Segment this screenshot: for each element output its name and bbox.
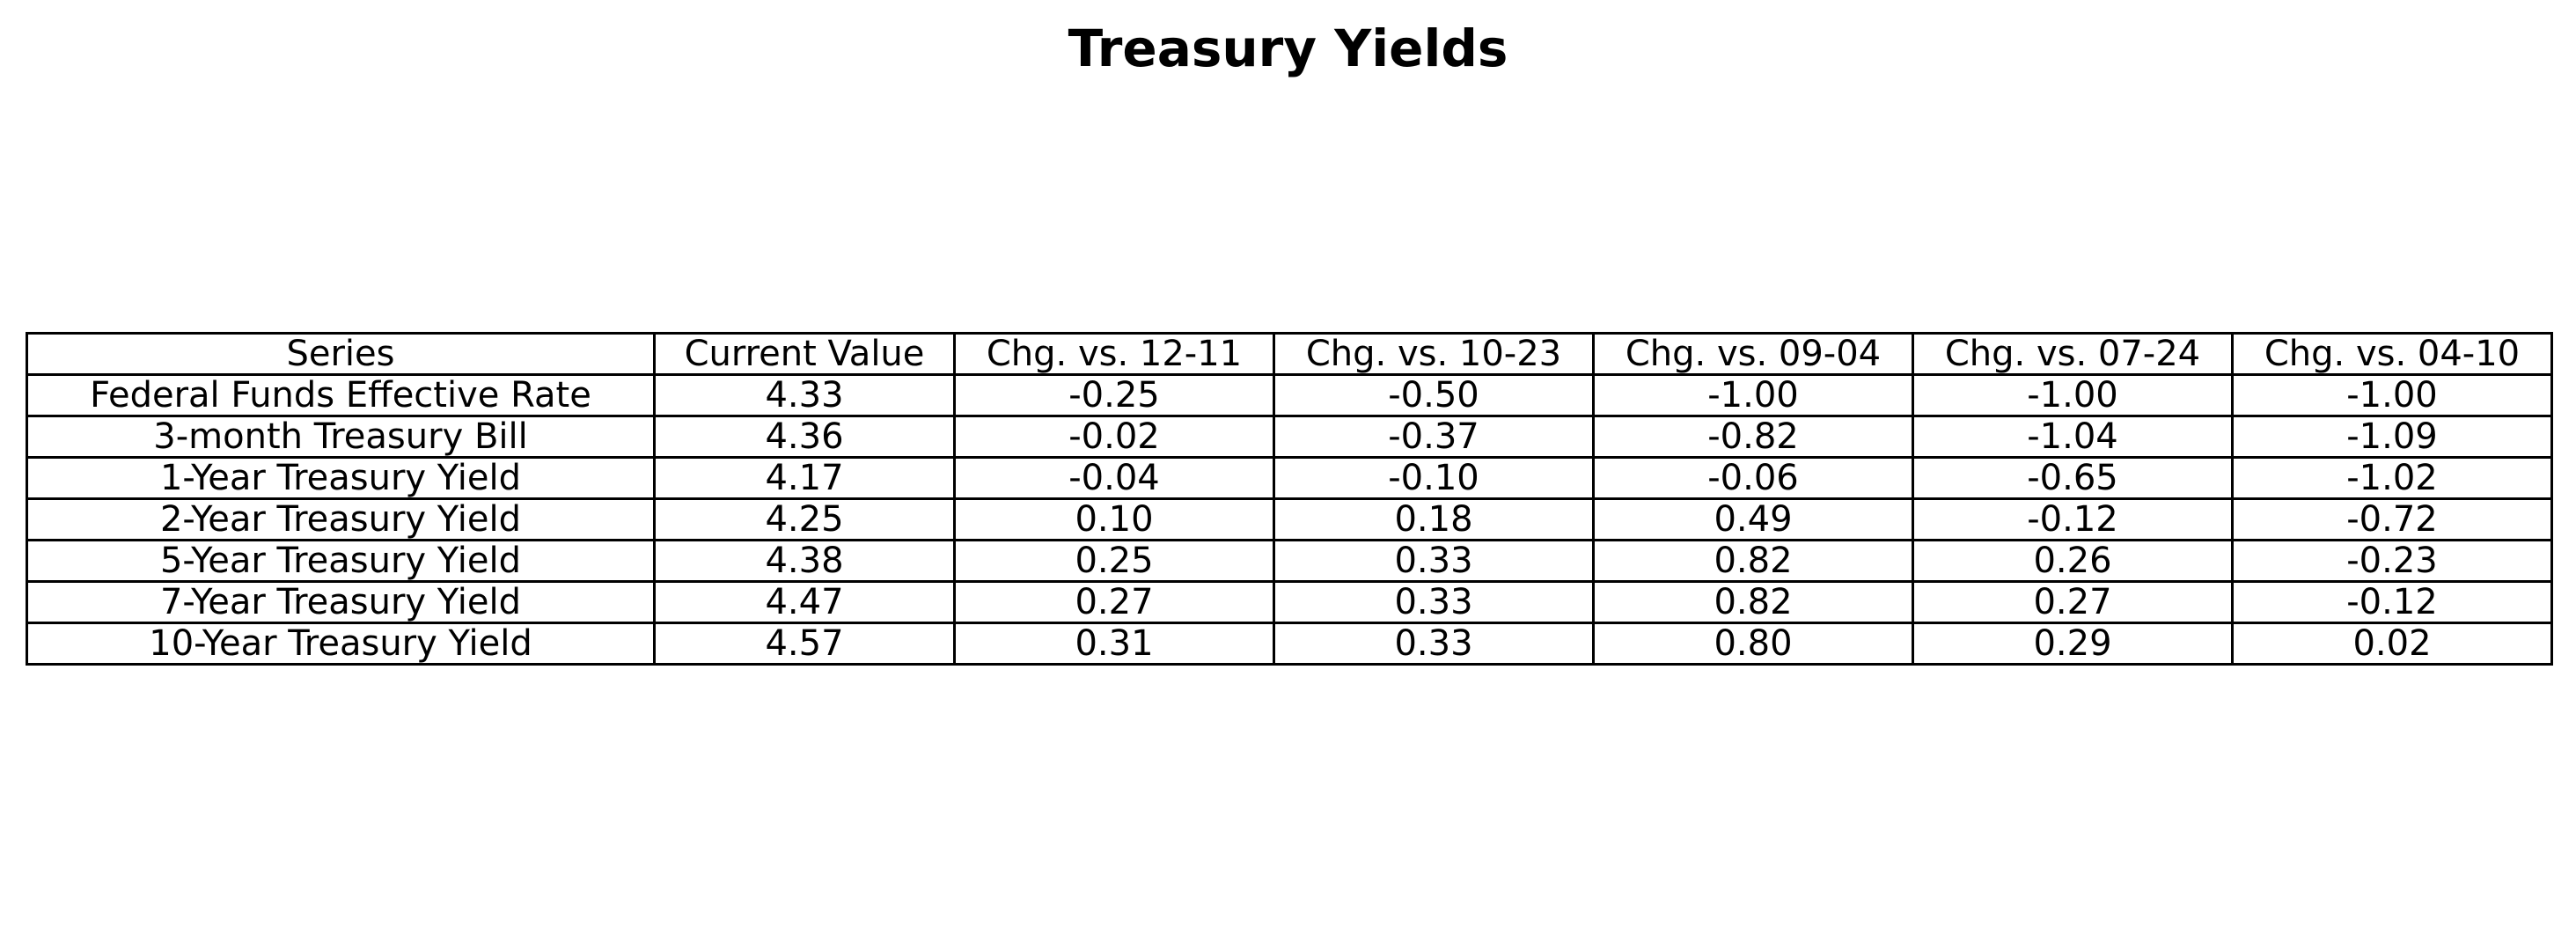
table-cell-chg-04-10: 0.02 [2231, 622, 2553, 666]
table-cell-series: 5-Year Treasury Yield [26, 539, 656, 583]
table-row: 10-Year Treasury Yield 4.57 0.31 0.33 0.80 0.… [26, 622, 2553, 666]
table-cell-chg-12-11: 0.10 [953, 497, 1275, 541]
table-row: 5-Year Treasury Yield 4.38 0.25 0.33 0.82 0.2… [26, 539, 2553, 583]
table-cell-series: 2-Year Treasury Yield [26, 497, 656, 541]
table-cell-chg-09-04: 0.82 [1592, 580, 1914, 624]
table-cell-chg-10-23: 0.33 [1273, 622, 1595, 666]
table-cell-chg-07-24: 0.26 [1912, 539, 2234, 583]
table-cell-series: Federal Funds Effective Rate [26, 373, 656, 417]
table-cell-chg-12-11: 0.27 [953, 580, 1275, 624]
table-cell-chg-04-10: -0.12 [2231, 580, 2553, 624]
table-body: Federal Funds Effective Rate 4.33 -0.25 -0.… [26, 373, 2553, 666]
table-cell-chg-04-10: -0.72 [2231, 497, 2553, 541]
table-cell-chg-07-24: 0.27 [1912, 580, 2234, 624]
table-cell-chg-12-11: -0.04 [953, 456, 1275, 500]
table-cell-chg-09-04: -1.00 [1592, 373, 1914, 417]
header-row: Series Current Value Chg. vs. 12-11 Chg.… [26, 332, 2553, 376]
table-cell-chg-10-23: 0.33 [1273, 580, 1595, 624]
table-cell-chg-10-23: -0.37 [1273, 415, 1595, 459]
table-cell-chg-04-10: -1.00 [2231, 373, 2553, 417]
table-cell-current-value: 4.33 [653, 373, 956, 417]
table-cell-current-value: 4.38 [653, 539, 956, 583]
table-cell-current-value: 4.36 [653, 415, 956, 459]
table-row: 2-Year Treasury Yield 4.25 0.10 0.18 0.49 -0.… [26, 497, 2553, 541]
table-cell-chg-10-23: -0.50 [1273, 373, 1595, 417]
table-cell-chg-12-11: 0.25 [953, 539, 1275, 583]
table-cell-chg-04-10: -0.23 [2231, 539, 2553, 583]
table-cell-chg-07-24: -0.12 [1912, 497, 2234, 541]
table-cell-chg-12-11: -0.25 [953, 373, 1275, 417]
table-cell-chg-07-24: -1.00 [1912, 373, 2234, 417]
table-cell-chg-10-23: -0.10 [1273, 456, 1595, 500]
table-header: Series Current Value Chg. vs. 12-11 Chg.… [26, 332, 2553, 376]
table-cell-chg-10-23: 0.18 [1273, 497, 1595, 541]
table-cell-chg-07-24: -0.65 [1912, 456, 2234, 500]
header-cell-chg-09-04: Chg. vs. 09-04 [1592, 332, 1914, 376]
table-cell-chg-09-04: -0.82 [1592, 415, 1914, 459]
table-cell-chg-07-24: 0.29 [1912, 622, 2234, 666]
table-cell-chg-12-11: 0.31 [953, 622, 1275, 666]
table-cell-current-value: 4.57 [653, 622, 956, 666]
header-cell-chg-07-24: Chg. vs. 07-24 [1912, 332, 2234, 376]
table-cell-series: 7-Year Treasury Yield [26, 580, 656, 624]
header-cell-chg-10-23: Chg. vs. 10-23 [1273, 332, 1595, 376]
table-cell-series: 1-Year Treasury Yield [26, 456, 656, 500]
table-cell-current-value: 4.47 [653, 580, 956, 624]
table-cell-chg-09-04: -0.06 [1592, 456, 1914, 500]
header-cell-chg-12-11: Chg. vs. 12-11 [953, 332, 1275, 376]
table-container: Series Current Value Chg. vs. 12-11 Chg.… [26, 332, 2553, 666]
header-cell-chg-04-10: Chg. vs. 04-10 [2231, 332, 2553, 376]
chart-title: Treasury Yields [1068, 18, 1508, 78]
table-cell-chg-04-10: -1.09 [2231, 415, 2553, 459]
table-cell-chg-12-11: -0.02 [953, 415, 1275, 459]
table-cell-chg-07-24: -1.04 [1912, 415, 2234, 459]
table-row: 7-Year Treasury Yield 4.47 0.27 0.33 0.82 0.2… [26, 580, 2553, 624]
table-cell-chg-09-04: 0.49 [1592, 497, 1914, 541]
header-cell-current-value: Current Value [653, 332, 956, 376]
table-cell-series: 10-Year Treasury Yield [26, 622, 656, 666]
table-row: Federal Funds Effective Rate 4.33 -0.25 -0.… [26, 373, 2553, 417]
header-cell-series: Series [26, 332, 656, 376]
table-cell-current-value: 4.25 [653, 497, 956, 541]
table-row: 3-month Treasury Bill 4.36 -0.02 -0.37 -0.82… [26, 415, 2553, 459]
table-cell-chg-09-04: 0.80 [1592, 622, 1914, 666]
table-cell-chg-10-23: 0.33 [1273, 539, 1595, 583]
table-cell-series: 3-month Treasury Bill [26, 415, 656, 459]
treasury-yields-table: Series Current Value Chg. vs. 12-11 Chg.… [26, 332, 2553, 666]
table-cell-current-value: 4.17 [653, 456, 956, 500]
table-cell-chg-09-04: 0.82 [1592, 539, 1914, 583]
table-row: 1-Year Treasury Yield 4.17 -0.04 -0.10 -0.06… [26, 456, 2553, 500]
table-cell-chg-04-10: -1.02 [2231, 456, 2553, 500]
